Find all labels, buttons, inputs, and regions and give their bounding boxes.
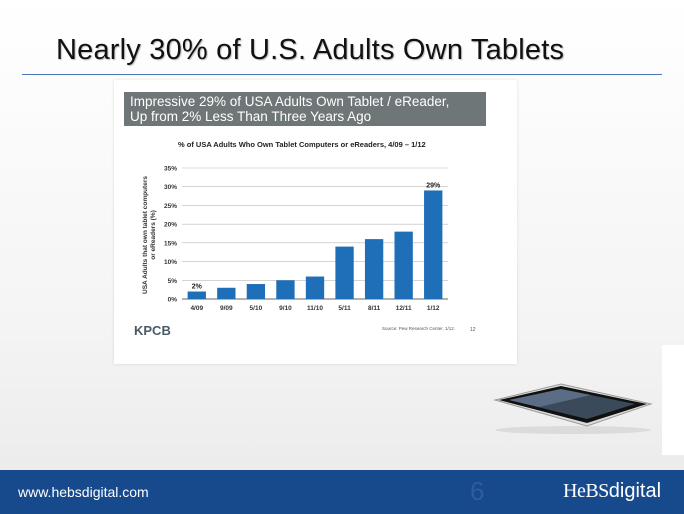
banner-line-2: Up from 2% Less Than Three Years Ago: [130, 109, 372, 124]
hebs-digital-logo: HeBSdigital: [563, 480, 661, 503]
y-tick-label: 25%: [164, 203, 177, 210]
banner-line-1: Impressive 29% of USA Adults Own Tablet …: [130, 94, 450, 109]
bar: [276, 280, 295, 299]
y-tick-label: 10%: [164, 259, 177, 266]
y-axis-label-line-2: or eReaders (%): [150, 210, 157, 260]
bar: [364, 239, 384, 299]
y-axis-label-line-1: USA Adults that own tablet computers: [142, 176, 149, 294]
chart-title: % of USA Adults Who Own Tablet Computers…: [178, 140, 426, 149]
brand-hebs: HeBS: [563, 480, 609, 502]
bar: [246, 284, 266, 299]
bar: [335, 246, 354, 299]
bar: [424, 190, 443, 299]
y-tick-label: 0%: [168, 297, 178, 304]
bar: [217, 287, 236, 299]
x-tick-label: 5/10: [250, 305, 263, 312]
y-tick-label: 20%: [164, 222, 177, 229]
bar: [187, 291, 206, 299]
x-tick-label: 12/11: [396, 305, 412, 312]
x-tick-label: 1/12: [427, 305, 440, 312]
chart-source-note: Source: Pew Research Center, 1/12.: [382, 326, 455, 331]
bar-chart: % of USA Adults Who Own Tablet Computers…: [134, 140, 476, 338]
brand-digital: digital: [608, 480, 662, 502]
slide-title: Nearly 30% of U.S. Adults Own Tablets: [56, 34, 565, 66]
data-label: 2%: [192, 284, 203, 291]
bar: [394, 231, 413, 299]
tablet-image: [493, 383, 653, 434]
y-tick-label: 15%: [164, 240, 177, 247]
kpcb-logo: KPCB: [134, 323, 171, 338]
footer-bar: www.hebsdigital.com 6 HeBSdigital: [0, 470, 684, 514]
x-tick-label: 5/11: [338, 305, 351, 312]
right-edge-strip: [662, 345, 684, 455]
y-tick-label: 30%: [164, 184, 177, 191]
x-tick-label: 9/10: [279, 305, 292, 312]
x-tick-label: 11/10: [307, 305, 323, 312]
bar: [305, 276, 325, 299]
y-tick-label: 35%: [164, 166, 177, 173]
x-tick-label: 8/11: [368, 305, 381, 312]
chart-page-number: 12: [470, 327, 476, 333]
y-tick-label: 5%: [168, 278, 178, 285]
title-divider: [22, 74, 662, 75]
x-tick-label: 9/09: [220, 305, 233, 312]
footer-website-link[interactable]: www.hebsdigital.com: [18, 484, 149, 500]
chart-image: Impressive 29% of USA Adults Own Tablet …: [114, 80, 517, 364]
x-tick-label: 4/09: [190, 305, 203, 312]
chart-banner: Impressive 29% of USA Adults Own Tablet …: [124, 92, 486, 126]
page-number: 6: [470, 476, 485, 506]
data-label: 29%: [426, 182, 441, 189]
